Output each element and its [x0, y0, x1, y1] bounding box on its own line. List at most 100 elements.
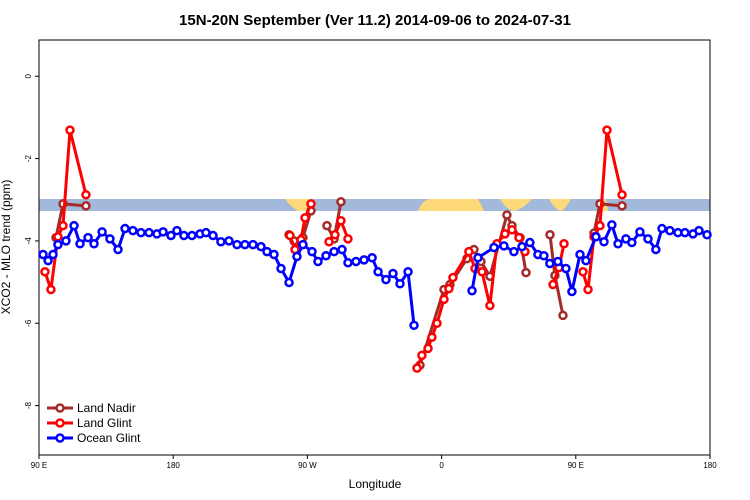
- land-ocean-strip: [39, 199, 710, 211]
- data-point: [232, 239, 242, 250]
- data-point: [444, 283, 454, 294]
- x-tick-label: 90 W: [298, 461, 317, 470]
- data-point: [412, 363, 422, 373]
- data-point: [48, 249, 58, 260]
- x-tick-label: 0: [439, 461, 444, 470]
- data-point: [581, 255, 591, 266]
- land-strip: [418, 199, 484, 211]
- data-point: [105, 234, 115, 244]
- x-tick-label: 90 E: [31, 461, 47, 470]
- data-point: [607, 220, 617, 230]
- data-point: [617, 201, 627, 211]
- data-point: [136, 227, 146, 238]
- y-tick-label: -8: [24, 401, 33, 409]
- land-strip: [549, 199, 571, 211]
- data-point: [395, 278, 405, 289]
- y-tick-label: 0: [24, 73, 33, 78]
- data-point: [403, 267, 413, 277]
- data-point: [269, 249, 279, 260]
- plot-frame: [38, 39, 711, 456]
- data-point: [313, 256, 323, 267]
- data-point: [559, 239, 569, 249]
- data-point: [216, 236, 226, 247]
- data-point: [514, 232, 524, 243]
- data-point: [298, 239, 308, 250]
- data-point: [300, 213, 310, 223]
- data-point: [53, 232, 63, 242]
- data-point: [613, 239, 623, 249]
- data-point: [166, 230, 176, 241]
- data-point: [651, 244, 661, 255]
- data-point: [427, 332, 437, 343]
- data-point: [432, 318, 442, 329]
- data-point: [81, 201, 91, 211]
- legend-label: Land Nadir: [77, 401, 136, 415]
- data-point: [417, 350, 427, 361]
- data-point: [359, 255, 369, 265]
- data-point: [81, 190, 91, 200]
- y-tick-label: -6: [24, 319, 33, 327]
- data-point: [617, 190, 627, 200]
- data-point: [635, 227, 645, 237]
- data-point: [509, 246, 519, 257]
- data-point: [306, 199, 316, 209]
- data-point: [525, 237, 535, 248]
- data-point: [69, 220, 79, 231]
- data-point: [558, 310, 568, 321]
- data-point: [224, 236, 234, 246]
- data-point: [324, 236, 334, 247]
- data-point: [665, 225, 675, 236]
- data-point: [500, 229, 510, 239]
- data-point: [502, 210, 512, 220]
- data-point: [113, 244, 123, 255]
- data-point: [172, 225, 182, 236]
- y-tick-label: -2: [24, 154, 33, 162]
- data-point: [179, 230, 189, 241]
- data-point: [464, 246, 474, 257]
- data-point: [330, 229, 340, 240]
- data-point: [284, 277, 294, 288]
- data-point: [680, 227, 690, 238]
- data-point: [53, 239, 63, 250]
- data-point: [38, 249, 48, 260]
- data-point: [521, 267, 531, 278]
- data-point: [285, 230, 295, 241]
- data-point: [545, 258, 555, 269]
- data-point: [343, 234, 353, 244]
- data-point: [208, 230, 218, 241]
- chart-title: 15N-20N September (Ver 11.2) 2014-09-06 …: [179, 12, 571, 29]
- data-point: [599, 236, 609, 247]
- data-point: [507, 225, 517, 235]
- data-point: [292, 251, 302, 262]
- data-point: [627, 237, 637, 248]
- data-point: [97, 227, 107, 237]
- data-point: [567, 286, 577, 297]
- data-point: [343, 257, 353, 268]
- x-axis-label: Longitude: [349, 477, 402, 491]
- data-point: [46, 284, 56, 295]
- data-point: [336, 215, 346, 226]
- data-point: [40, 267, 50, 277]
- data-point: [477, 267, 487, 277]
- legend-marker: [55, 418, 65, 428]
- y-axis-label: XCO2 - MLO trend (ppm): [0, 180, 13, 315]
- data-point: [388, 268, 398, 279]
- data-point: [473, 253, 483, 263]
- data-point: [583, 284, 593, 295]
- data-point: [337, 244, 347, 255]
- data-point: [75, 239, 85, 249]
- data-point: [602, 125, 612, 135]
- data-point: [276, 263, 286, 274]
- data-point: [144, 227, 154, 238]
- data-point: [517, 241, 527, 252]
- x-tick-label: 180: [167, 461, 181, 470]
- data-point: [373, 267, 383, 277]
- data-point: [548, 279, 558, 290]
- data-point: [467, 285, 477, 296]
- data-point: [43, 255, 53, 266]
- data-point: [158, 227, 168, 237]
- data-point: [553, 256, 563, 267]
- data-point: [657, 223, 667, 234]
- legend-marker: [55, 403, 65, 413]
